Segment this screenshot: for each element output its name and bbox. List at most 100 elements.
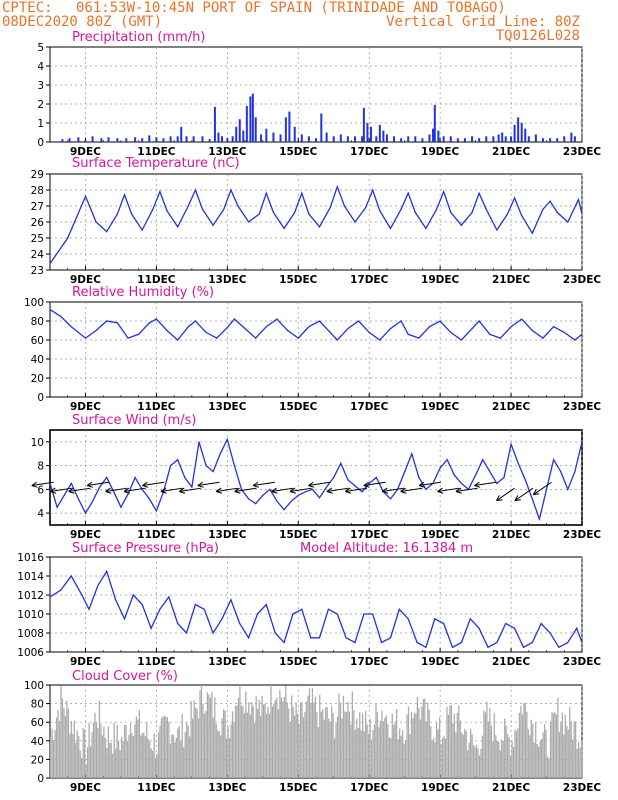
series-point [248,498,250,500]
cloud-bar [268,713,271,778]
header-location: 061:53W-10:45N PORT OF SPAIN (TRINIDADE … [76,0,506,16]
wind-arrow-shaft [234,487,257,492]
cloud-bar [339,702,342,778]
wind-arrow-shaft [197,481,220,487]
series-point [581,441,583,443]
series-point [407,618,409,620]
cloud-bar [143,732,145,778]
series-point [88,608,90,610]
precip-bar [520,123,523,142]
series-point [329,331,331,333]
x-tick-label: 17DEC [350,782,389,794]
cloud-bar [264,703,266,778]
cloud-bar [95,721,98,778]
cloud-bar [487,721,490,778]
precip-bar [176,136,179,142]
cloud-bar [200,685,203,778]
y-tick-label: 4 [37,508,44,520]
series-point [336,339,338,341]
cloud-bar [280,697,282,778]
series-point [95,329,97,332]
panel-0: 0 1 2 3 4 5 9DEC 11DEC 13DEC 15DEC 17DEC 19DEC 21DEC… [37,42,601,158]
series-point [70,326,72,328]
cloud-bar [292,706,294,778]
wind-arrow-shaft [289,487,312,492]
cloud-bar [577,741,580,778]
series-point [185,632,188,634]
cloud-bar [258,699,260,778]
cloud-bar [147,738,149,778]
series-point [255,503,257,505]
cloud-bar [366,724,368,778]
cloud-bar [152,750,154,778]
cloud-bar [296,713,299,778]
y-tick-label: 29 [31,169,44,181]
series-point [287,329,289,332]
series-point [56,506,58,508]
series-point [70,482,72,485]
series-point [106,231,108,233]
wind-arrow-shaft [216,487,239,492]
cloud-bar [467,750,469,778]
cloud-bar [421,706,423,778]
y-tick-label: 80 [31,316,44,328]
wind-arrow-shaft [123,487,146,492]
y-tick-label: 20 [31,373,44,385]
precip-bar [231,136,234,142]
series-point [292,613,294,615]
precip-bar [265,128,268,142]
cloud-bar [123,724,126,778]
cloud-bar [168,721,170,778]
series-point [212,632,214,634]
cloud-bar [160,718,163,778]
cloud-bar [549,722,552,778]
cloud-bar [394,721,396,778]
y-tick-label: 1016 [17,552,44,564]
series-point [297,337,299,339]
cloud-bar [110,743,112,778]
wind-arrow-head [160,487,167,494]
cloud-bar [535,722,537,778]
series-point [542,208,544,210]
cloud-bar [546,756,549,778]
y-tick-label: 8 [37,461,44,473]
series-point [84,512,87,514]
precip-bar [375,136,378,142]
cloud-bar [181,713,183,778]
cloud-bar [203,713,206,778]
series-point [230,599,232,601]
precip-bar [169,136,172,142]
wind-arrow-head [86,481,94,488]
cloud-bar [82,728,84,778]
precip-bar [242,130,245,142]
series-point [159,608,161,610]
cloud-bar [106,747,108,778]
wind-arrow-shaft [142,481,165,487]
series-point [531,641,533,644]
wind-arrow-shaft [87,481,109,487]
cloud-bar [378,726,380,778]
y-tick-label: 0 [37,392,44,404]
cloud-bar [436,722,438,778]
precip-bar [541,138,544,142]
series-point [240,488,243,490]
series-point [223,208,225,210]
cloud-bar [240,705,243,778]
cloud-bar [382,721,385,778]
series-point [451,646,454,648]
series-point [372,613,374,615]
cloud-bar [58,720,61,778]
cloud-bar [492,740,494,778]
cloud-bar [527,729,529,778]
precip-title: Precipitation (mm/h) [72,30,205,45]
cloud-bar [471,734,473,778]
series-point [471,211,473,213]
series-point [389,498,392,500]
series-point [134,476,136,479]
cloud-bar [276,697,278,778]
cloud-bar [92,722,95,778]
series-point [106,570,108,572]
cloud-bar [530,719,532,778]
x-tick-label: 19DEC [421,274,460,286]
series-point [414,211,416,213]
